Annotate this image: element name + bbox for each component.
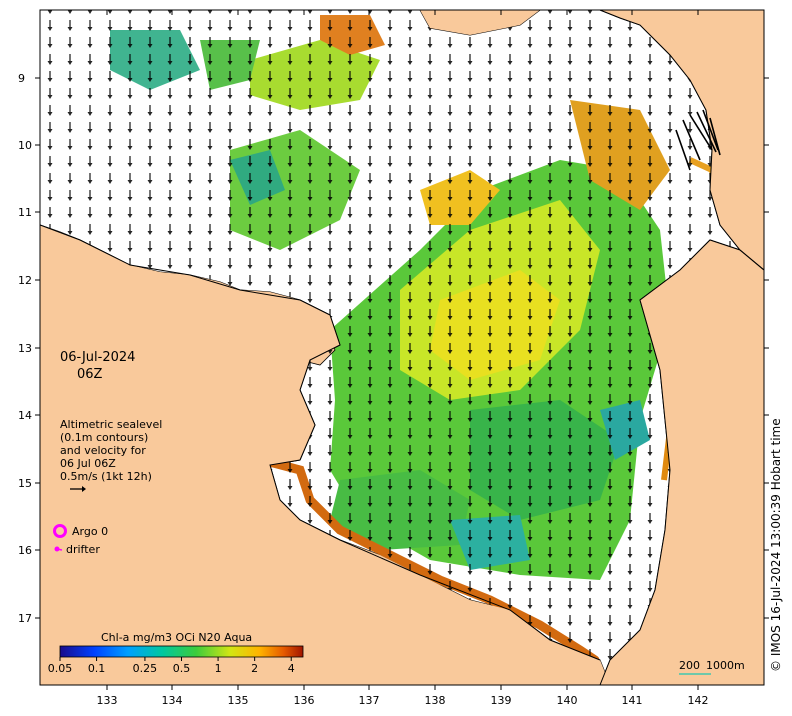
- drifter-label: drifter: [66, 543, 100, 556]
- colorbar-tick-label: 1: [215, 662, 222, 675]
- scale-label-200: 200: [679, 659, 700, 672]
- argo-label: Argo 0: [72, 525, 108, 538]
- x-axis: 133 134 135 136 137 138 139 140 141 142: [97, 10, 709, 707]
- colorbar-title: Chl-a mg/m3 OCi N20 Aqua: [101, 631, 252, 644]
- x-tick-label: 136: [294, 694, 315, 707]
- y-tick-label: 14: [18, 409, 32, 422]
- velocity-scale-arrow-icon: [70, 486, 86, 492]
- x-tick-label: 133: [97, 694, 118, 707]
- legend-line-3: and velocity for: [60, 444, 146, 457]
- y-tick-label: 9: [18, 72, 25, 85]
- x-tick-label: 140: [557, 694, 578, 707]
- date-label: 06-Jul-2024: [60, 350, 135, 365]
- time-label: 06Z: [77, 367, 103, 382]
- colorbar-tick-label: 0.1: [88, 662, 106, 675]
- scale-label-1000m: 1000m: [706, 659, 745, 672]
- scale-bar: 200 1000m: [679, 659, 745, 675]
- coastline: [40, 10, 764, 685]
- platform-legend: Argo 0 drifter: [53, 524, 108, 556]
- colorbar-tick-label: 0.05: [48, 662, 73, 675]
- legend-line-5: 0.5m/s (1kt 12h): [60, 470, 152, 483]
- colorbar-gradient: [59, 645, 304, 658]
- argo-marker-icon: [53, 524, 67, 538]
- y-tick-label: 15: [18, 477, 32, 490]
- legend-line-4: 06 Jul 06Z: [60, 457, 116, 470]
- y-axis: 9 10 11 12 13 14 15 16 17: [18, 72, 769, 625]
- x-tick-label: 142: [688, 694, 709, 707]
- copyright-text: © IMOS 16-Jul-2024 13:00:39 Hobart time: [769, 418, 783, 672]
- altimetry-legend: Altimetric sealevel (0.1m contours) and …: [60, 418, 162, 492]
- colorbar: Chl-a mg/m3 OCi N20 Aqua 0.05 0.1 0.25 0.5 1…: [48, 631, 304, 675]
- y-tick-label: 13: [18, 342, 32, 355]
- velocity-arrows: [40, 10, 764, 685]
- x-tick-label: 134: [162, 694, 183, 707]
- colorbar-tick-label: 0.5: [173, 662, 191, 675]
- legend-line-1: Altimetric sealevel: [60, 418, 162, 431]
- y-tick-label: 16: [18, 544, 32, 557]
- y-tick-label: 11: [18, 206, 32, 219]
- y-tick-label: 10: [18, 139, 32, 152]
- colorbar-tick-label: 0.25: [133, 662, 158, 675]
- colorbar-tick-label: 2: [251, 662, 258, 675]
- y-tick-label: 17: [18, 612, 32, 625]
- y-tick-label: 12: [18, 274, 32, 287]
- x-tick-label: 139: [491, 694, 512, 707]
- x-tick-label: 138: [425, 694, 446, 707]
- x-tick-label: 141: [622, 694, 643, 707]
- legend-line-2: (0.1m contours): [60, 431, 148, 444]
- colorbar-ticks: 0.05 0.1 0.25 0.5 1 2 4: [48, 657, 295, 675]
- x-tick-label: 137: [359, 694, 380, 707]
- x-tick-label: 135: [228, 694, 249, 707]
- colorbar-tick-label: 4: [288, 662, 295, 675]
- drifter-marker-icon: [54, 546, 63, 552]
